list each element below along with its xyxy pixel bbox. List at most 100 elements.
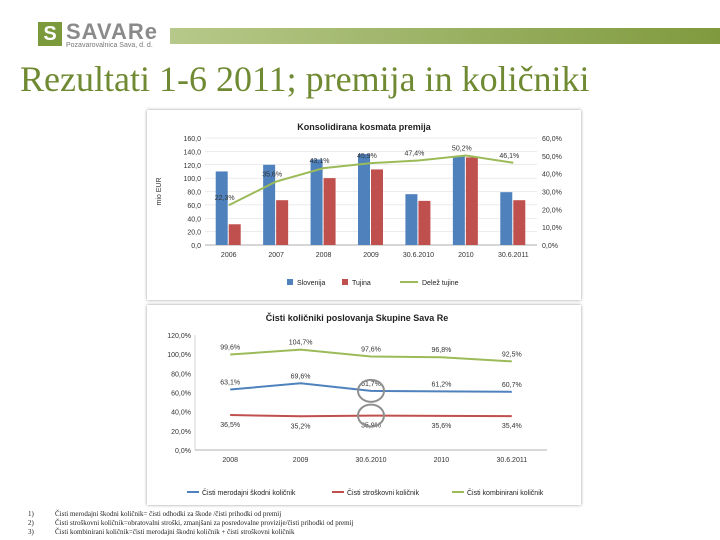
- y-tick-label: 60,0%: [171, 391, 191, 398]
- x-tick-label: 2008: [222, 457, 238, 464]
- logo-mark: S: [38, 22, 62, 46]
- y-tick-label: 20,0: [187, 230, 201, 237]
- x-tick-label: 2006: [221, 252, 237, 259]
- data-label: 35,2%: [291, 423, 311, 430]
- legend-label: Čisti stroškovni količnik: [347, 488, 419, 497]
- bar-slovenija: [215, 171, 228, 245]
- company-logo: S SAVARe Pozavarovalnica Sava, d. d.: [38, 19, 178, 54]
- footnote-text: Čisti stroškovni količnik=obratovalni st…: [55, 519, 354, 527]
- footnote-number: 2): [28, 519, 34, 527]
- bar-tujina: [465, 157, 478, 245]
- x-tick-label: 2008: [316, 252, 332, 259]
- y-tick-label: 80,0%: [171, 371, 191, 378]
- logo-name: SAVARe: [66, 19, 158, 44]
- data-label: 45,9%: [357, 153, 377, 160]
- highlight-circle: [357, 403, 385, 428]
- legend-label: Delež tujine: [422, 280, 459, 287]
- y-axis-label: mio EUR: [156, 177, 163, 205]
- bar-tujina: [371, 169, 383, 245]
- data-label: 35,6%: [431, 423, 451, 430]
- data-label: 46,1%: [499, 153, 519, 160]
- data-label: 35,4%: [502, 423, 522, 430]
- header-bar: 8: [170, 28, 720, 71]
- data-label: 99,6%: [220, 345, 240, 352]
- x-tick-label: 2009: [293, 457, 309, 464]
- footnote-text: Čisti kombinirani količnik=čisti merodaj…: [55, 528, 295, 536]
- y-tick-label: 80,0: [187, 190, 201, 197]
- x-tick-label: 30.6.2011: [498, 252, 529, 259]
- footnote-number: 3): [28, 528, 34, 536]
- y-tick-label: 20,0%: [171, 429, 191, 436]
- data-label: 104,7%: [289, 340, 313, 347]
- legend-label: Tujina: [352, 280, 371, 287]
- data-label: 96,8%: [431, 347, 451, 354]
- y-tick-label: 120,0: [183, 163, 201, 170]
- footnote-number: 1): [28, 510, 34, 518]
- y2-tick-label: 0,0%: [542, 243, 558, 250]
- ratios-chart-svg: Čisti količniki poslovanja Skupine Sava …: [167, 312, 547, 497]
- y2-tick-label: 40,0%: [542, 172, 562, 179]
- data-label: 35,6%: [262, 172, 282, 179]
- chart-title: Čisti količniki poslovanja Skupine Sava …: [266, 312, 449, 323]
- x-tick-label: 2007: [268, 252, 284, 259]
- line-share-abroad: [228, 154, 514, 207]
- bar-slovenija: [310, 159, 323, 245]
- page-number: 8: [684, 56, 692, 71]
- data-label: 61,2%: [431, 381, 451, 388]
- legend-label: Čisti kombinirani količnik: [467, 488, 544, 497]
- page-title: Rezultati 1-6 2011; premija in količniki: [20, 59, 590, 99]
- data-label: 50,2%: [452, 145, 472, 152]
- y-tick-label: 40,0%: [171, 410, 191, 417]
- bar-slovenija: [263, 164, 276, 245]
- y2-tick-label: 10,0%: [542, 225, 562, 232]
- y2-tick-label: 20,0%: [542, 207, 562, 214]
- bar-slovenija: [452, 156, 465, 245]
- y-tick-label: 40,0: [187, 216, 201, 223]
- legend-label: Slovenija: [297, 280, 326, 287]
- premium-chart: Konsolidirana kosmata premija 0,0 20,0 40,0…: [147, 110, 581, 300]
- data-label: 63,1%: [220, 380, 240, 387]
- data-label: 22,3%: [215, 195, 235, 202]
- y-tick-label: 120,0%: [167, 333, 191, 340]
- highlight-circle: [357, 378, 385, 403]
- bar-tujina: [276, 200, 289, 245]
- bar-tujina: [323, 178, 336, 245]
- ratios-chart: Čisti količniki poslovanja Skupine Sava …: [147, 305, 581, 505]
- legend-swatch: [342, 279, 348, 285]
- y2-tick-label: 50,0%: [542, 154, 562, 161]
- y-tick-label: 100,0%: [167, 352, 191, 359]
- bar-tujina: [228, 224, 241, 245]
- y-tick-label: 0,0: [191, 243, 201, 250]
- data-label: 60,7%: [502, 382, 522, 389]
- footnote-text: Čisti merodajni škodni količnik= čisti o…: [55, 510, 282, 518]
- legend-label: Čisti merodajni škodni količnik: [202, 488, 296, 497]
- x-tick-label: 30.6.2010: [403, 252, 434, 259]
- x-tick-label: 2010: [434, 457, 450, 464]
- bar-tujina: [418, 200, 431, 245]
- series-line: [230, 348, 512, 363]
- y2-tick-label: 60,0%: [542, 136, 562, 143]
- y-tick-label: 0,0%: [175, 448, 191, 455]
- series-line: [230, 382, 512, 393]
- series-line: [230, 414, 512, 418]
- x-tick-label: 2009: [363, 252, 379, 259]
- bar-tujina: [513, 200, 526, 245]
- data-label: 43,1%: [310, 158, 330, 165]
- data-label: 47,4%: [404, 150, 424, 157]
- bar-slovenija: [500, 192, 513, 245]
- y2-tick-label: 30,0%: [542, 190, 562, 197]
- data-label: 61,7%: [361, 381, 381, 388]
- y-tick-label: 60,0: [187, 203, 201, 210]
- bar-slovenija: [358, 154, 370, 245]
- y-tick-label: 160,0: [183, 136, 201, 143]
- y-tick-label: 140,0: [183, 149, 201, 156]
- x-tick-label: 2010: [458, 252, 474, 259]
- data-label: 36,5%: [220, 422, 240, 429]
- x-tick-label: 30.6.2011: [496, 457, 527, 464]
- bar-slovenija: [405, 194, 418, 245]
- logo-subtitle: Pozavarovalnica Sava, d. d.: [66, 42, 153, 49]
- data-label: 69,6%: [291, 373, 311, 380]
- chart-title: Konsolidirana kosmata premija: [297, 122, 432, 132]
- premium-chart-svg: Konsolidirana kosmata premija 0,0 20,0 40,0…: [156, 122, 562, 287]
- data-label: 97,6%: [361, 346, 381, 353]
